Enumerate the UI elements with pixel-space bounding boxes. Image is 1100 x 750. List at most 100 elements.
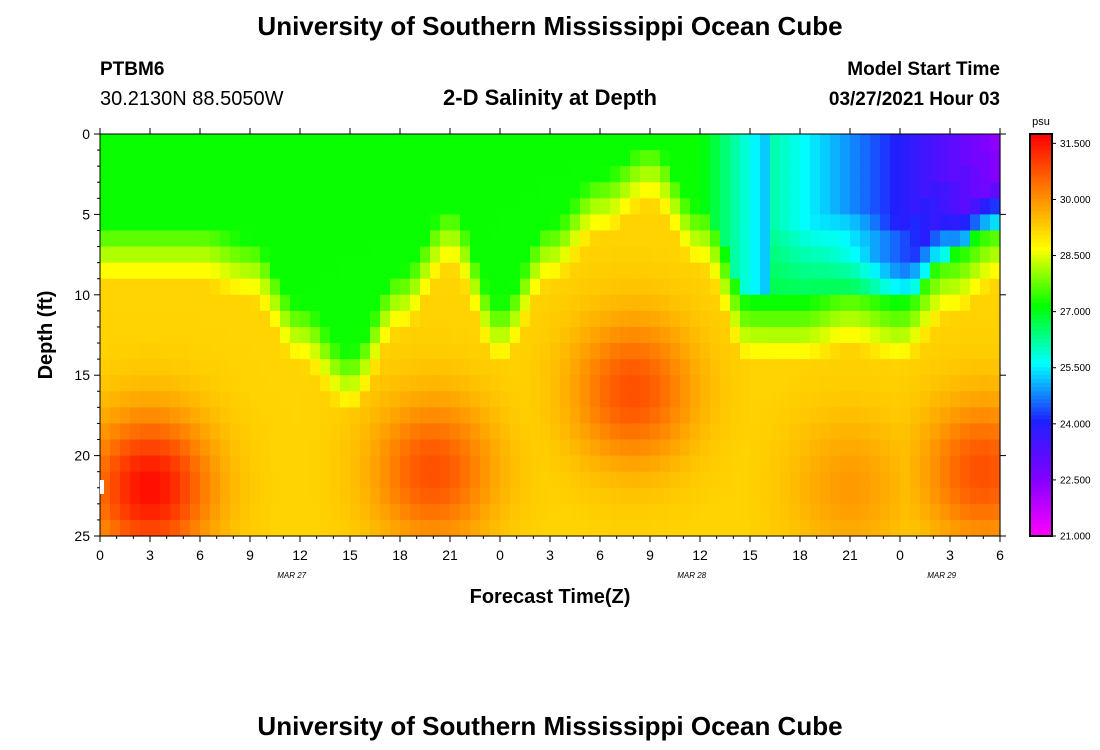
heatmap-cell — [400, 246, 411, 264]
heatmap-cell — [370, 391, 381, 408]
heatmap-cell — [480, 343, 491, 360]
heatmap-cell — [300, 294, 311, 312]
heatmap-cell — [910, 150, 921, 167]
heatmap-cell — [840, 198, 851, 215]
heatmap-cell — [910, 391, 921, 408]
heatmap-cell — [290, 391, 301, 408]
heatmap-cell — [950, 407, 961, 425]
heatmap-cell — [350, 471, 361, 489]
heatmap-cell — [220, 503, 231, 521]
heatmap-cell — [520, 471, 531, 489]
heatmap-cell — [490, 391, 501, 408]
heatmap-cell — [430, 471, 441, 489]
heatmap-cell — [410, 230, 421, 248]
heatmap-cell — [150, 134, 161, 151]
heatmap-cell — [140, 359, 151, 376]
heatmap-cell — [700, 294, 711, 312]
heatmap-cell — [140, 423, 151, 441]
heatmap-cell — [990, 198, 1001, 215]
heatmap-cell — [330, 391, 341, 408]
heatmap-cell — [200, 407, 211, 425]
heatmap-cell — [560, 359, 571, 376]
heatmap-cell — [160, 503, 171, 521]
heatmap-cell — [790, 503, 801, 521]
heatmap-cell — [620, 326, 631, 344]
heatmap-cell — [330, 294, 341, 312]
heatmap-cell — [610, 294, 621, 312]
heatmap-cell — [620, 519, 631, 537]
heatmap-cell — [710, 310, 721, 328]
heatmap-cell — [400, 487, 411, 505]
heatmap-cell — [540, 391, 551, 408]
figure-title: University of Southern Mississippi Ocean… — [257, 11, 842, 41]
heatmap-cell — [380, 278, 391, 296]
heatmap-cell — [790, 198, 801, 215]
heatmap-cell — [340, 230, 351, 248]
heatmap-cell — [300, 230, 311, 248]
heatmap-cell — [380, 246, 391, 264]
heatmap-cell — [750, 439, 761, 457]
heatmap-cell — [440, 487, 451, 505]
heatmap-cell — [330, 487, 341, 505]
heatmap-cell — [230, 359, 241, 376]
colorbar-cell — [1030, 206, 1052, 211]
colorbar-cell — [1030, 435, 1052, 441]
heatmap-cell — [540, 455, 551, 473]
heatmap-cell — [890, 343, 901, 360]
heatmap-cell — [320, 439, 331, 457]
heatmap-cell — [590, 359, 601, 376]
heatmap-cell — [850, 439, 861, 457]
heatmap-cell — [980, 182, 991, 199]
heatmap-cell — [240, 150, 251, 167]
heatmap-cell — [770, 166, 781, 183]
heatmap-cell — [650, 134, 661, 151]
heatmap-cell — [860, 391, 871, 408]
heatmap-cell — [750, 375, 761, 392]
heatmap-cell — [300, 134, 311, 151]
heatmap-cell — [710, 343, 721, 360]
heatmap-cell — [960, 407, 971, 425]
heatmap-cell — [520, 343, 531, 360]
heatmap-cell — [150, 455, 161, 473]
heatmap-cell — [140, 455, 151, 473]
heatmap-cell — [160, 391, 171, 408]
heatmap-cell — [100, 262, 111, 280]
heatmap-cell — [670, 326, 681, 344]
heatmap-cell — [310, 519, 321, 537]
heatmap-cell — [500, 278, 511, 296]
heatmap-cell — [180, 407, 191, 425]
heatmap-cell — [570, 246, 581, 264]
heatmap-cell — [840, 519, 851, 537]
heatmap-cell — [940, 375, 951, 392]
heatmap-cell — [430, 343, 441, 360]
heatmap-cell — [440, 294, 451, 312]
heatmap-cell — [950, 198, 961, 215]
heatmap-cell — [400, 423, 411, 441]
heatmap-cell — [180, 471, 191, 489]
heatmap-cell — [140, 214, 151, 232]
heatmap-cell — [240, 471, 251, 489]
heatmap-cell — [810, 519, 821, 537]
heatmap-cell — [250, 262, 261, 280]
heatmap-cell — [310, 359, 321, 376]
heatmap-cell — [640, 375, 651, 392]
heatmap-cell — [970, 439, 981, 457]
heatmap-cell — [190, 230, 201, 248]
heatmap-cell — [920, 134, 931, 151]
heatmap-cell — [240, 503, 251, 521]
heatmap-cell — [880, 278, 891, 296]
heatmap-cell — [300, 359, 311, 376]
heatmap-cell — [860, 423, 871, 441]
colorbar-cell — [1030, 314, 1052, 320]
heatmap-cell — [750, 150, 761, 167]
heatmap-cell — [280, 262, 291, 280]
heatmap-cell — [940, 439, 951, 457]
heatmap-cell — [180, 359, 191, 376]
heatmap-cell — [970, 407, 981, 425]
heatmap-cell — [650, 519, 661, 537]
heatmap-cell — [310, 182, 321, 199]
x-axis-label: Forecast Time(Z) — [470, 586, 631, 608]
heatmap-cell — [410, 182, 421, 199]
heatmap-cell — [990, 487, 1001, 505]
heatmap-cell — [210, 359, 221, 376]
